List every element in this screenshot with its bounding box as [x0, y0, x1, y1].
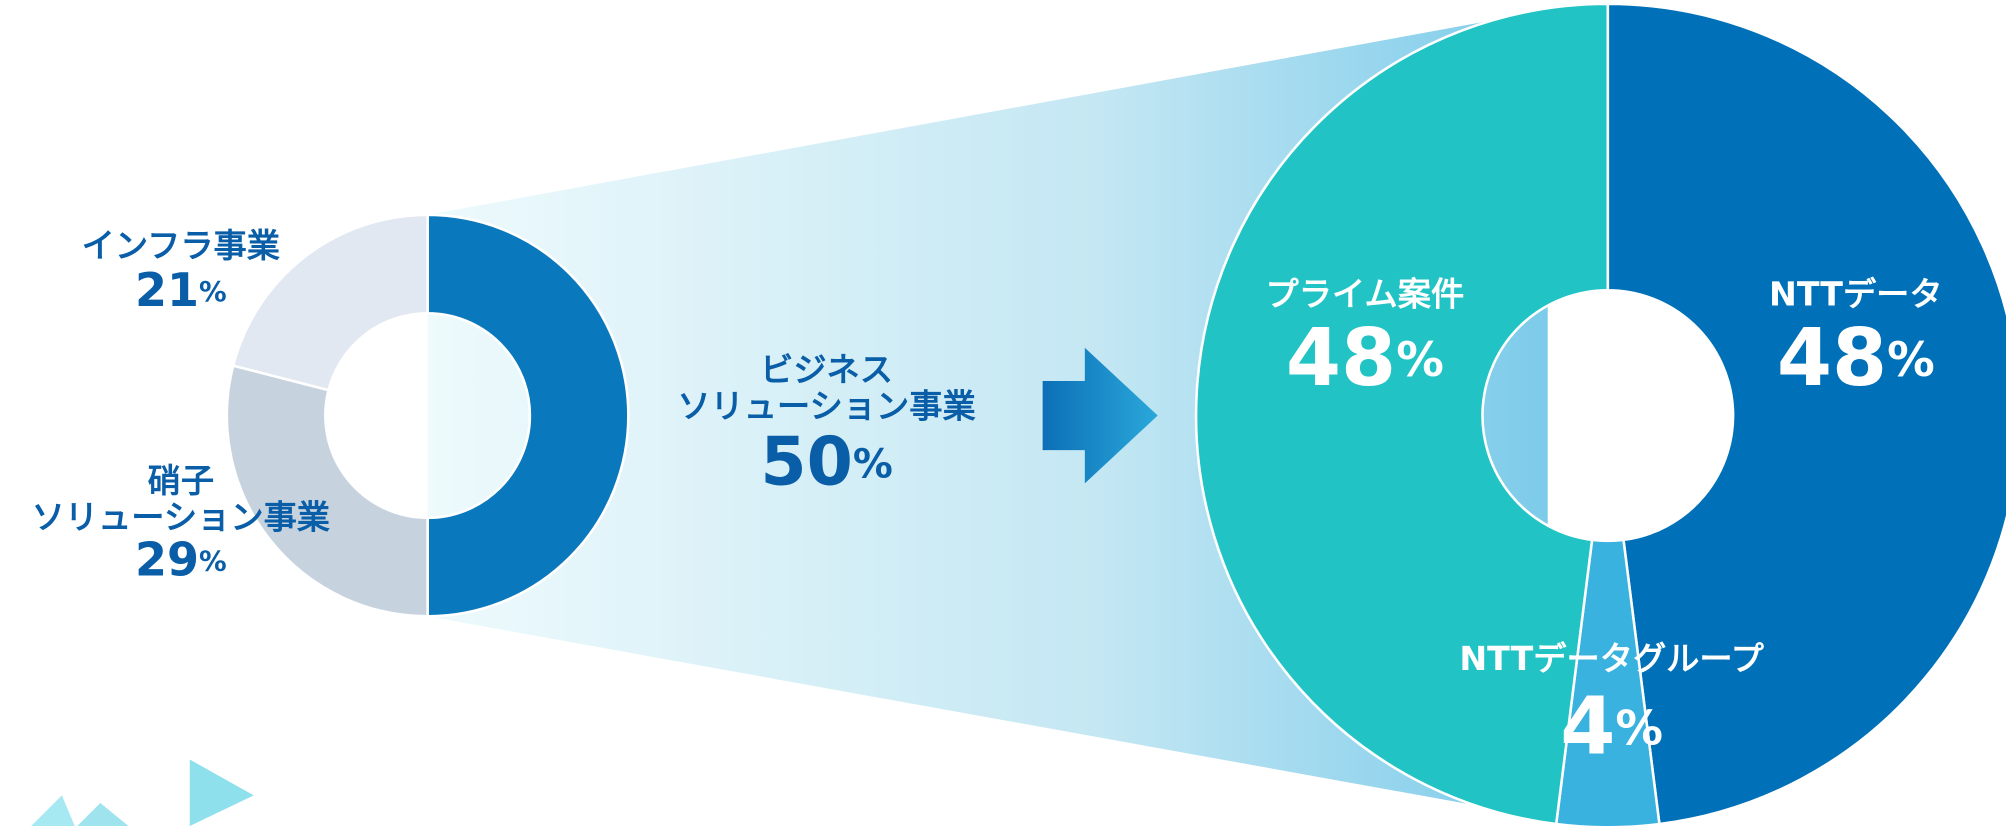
category-label-line: 硝子	[148, 461, 214, 500]
category-label: NTTデータグループ	[1459, 638, 1764, 677]
category-label: インフラ事業	[82, 225, 281, 264]
value-unit: %	[199, 545, 227, 578]
decoration	[31, 795, 75, 826]
value-number: 21	[135, 262, 199, 316]
category-label-line: インフラ事業	[82, 225, 281, 264]
category-label-line: プライム案件	[1265, 274, 1464, 313]
category-label: 硝子ソリューション事業	[32, 461, 331, 537]
category-label-line: NTTデータグループ	[1459, 638, 1764, 677]
value-unit: %	[1396, 333, 1444, 388]
value-number: 50	[760, 423, 853, 501]
category-label: ビジネスソリューション事業	[677, 349, 976, 425]
category-label-line: ソリューション事業	[677, 386, 976, 425]
donut-slice	[225, 364, 429, 618]
value-label: 29%	[135, 532, 227, 586]
value-unit: %	[1887, 333, 1935, 388]
value-number: 29	[135, 532, 199, 586]
value-label: 4%	[1560, 679, 1663, 772]
value-unit: %	[1615, 701, 1663, 756]
decoration	[189, 759, 254, 826]
value-number: 48	[1777, 311, 1887, 404]
category-label-line: ソリューション事業	[32, 497, 331, 536]
category-label-line: ビジネス	[760, 349, 893, 388]
category-label: プライム案件	[1265, 274, 1464, 313]
donut-slice	[1606, 2, 2006, 826]
value-label: 50%	[760, 423, 892, 501]
value-label: 48%	[1777, 311, 1935, 404]
decoration	[77, 802, 129, 826]
donut-slice	[426, 213, 630, 618]
category-label-line: NTTデータ	[1769, 274, 1943, 313]
value-unit: %	[199, 275, 227, 308]
donut-slice	[1194, 2, 1610, 826]
category-label: NTTデータ	[1769, 274, 1943, 313]
value-number: 4	[1560, 679, 1615, 772]
value-number: 48	[1286, 311, 1396, 404]
donut-slice	[231, 213, 429, 392]
value-label: 48%	[1286, 311, 1444, 404]
arrow	[1042, 347, 1158, 484]
value-label: 21%	[135, 262, 227, 316]
value-unit: %	[853, 441, 893, 487]
